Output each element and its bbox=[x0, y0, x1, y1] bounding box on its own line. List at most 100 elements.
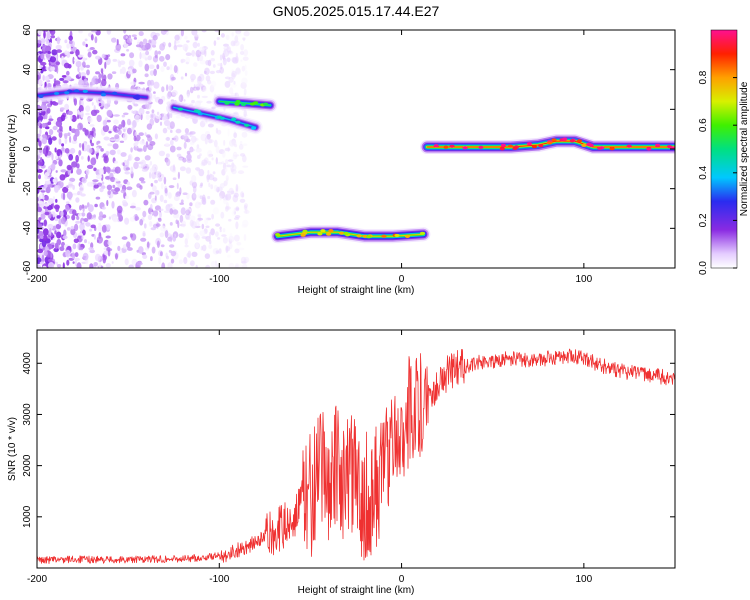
noise-speck bbox=[196, 219, 199, 225]
snr-y-tick-label: 4000 bbox=[22, 352, 33, 375]
noise-speck bbox=[98, 73, 102, 79]
noise-speck bbox=[66, 70, 70, 76]
noise-speck bbox=[69, 177, 76, 182]
noise-speck bbox=[162, 127, 168, 134]
noise-speck bbox=[85, 64, 90, 69]
noise-speck bbox=[184, 128, 189, 134]
noise-speck bbox=[68, 40, 73, 44]
noise-speck bbox=[79, 223, 85, 231]
noise-speck bbox=[149, 167, 157, 173]
noise-speck bbox=[229, 50, 232, 54]
noise-speck bbox=[66, 164, 73, 171]
noise-speck bbox=[150, 227, 156, 231]
noise-speck bbox=[82, 41, 86, 46]
noise-speck bbox=[113, 119, 119, 125]
noise-speck bbox=[67, 110, 73, 116]
noise-speck bbox=[57, 100, 63, 105]
noise-speck bbox=[245, 206, 248, 214]
noise-speck bbox=[96, 174, 103, 180]
noise-speck bbox=[173, 65, 178, 74]
noise-speck bbox=[229, 139, 236, 147]
noise-speck bbox=[172, 177, 177, 180]
noise-speck bbox=[241, 223, 248, 228]
noise-speck bbox=[182, 192, 188, 195]
noise-speck bbox=[191, 181, 198, 189]
noise-speck bbox=[124, 195, 129, 200]
noise-speck bbox=[236, 241, 242, 246]
noise-speck bbox=[149, 79, 155, 86]
colorbar-tick-label: 0.4 bbox=[698, 165, 709, 179]
noise-speck bbox=[140, 237, 147, 242]
noise-speck bbox=[89, 139, 92, 144]
noise-speck bbox=[70, 115, 73, 120]
track-peak bbox=[531, 145, 538, 149]
noise-speck bbox=[159, 211, 162, 218]
noise-speck bbox=[183, 256, 188, 265]
noise-speck bbox=[165, 153, 170, 158]
noise-speck bbox=[37, 188, 40, 194]
noise-speck bbox=[215, 157, 218, 165]
noise-speck bbox=[148, 192, 152, 200]
noise-speck bbox=[37, 155, 41, 160]
noise-speck bbox=[179, 214, 184, 223]
noise-speck bbox=[235, 221, 239, 230]
noise-speck bbox=[38, 115, 44, 121]
noise-speck bbox=[98, 168, 105, 175]
noise-speck bbox=[172, 164, 176, 172]
noise-speck bbox=[101, 224, 107, 233]
noise-speck bbox=[227, 128, 230, 137]
noise-speck bbox=[106, 184, 113, 191]
noise-speck bbox=[48, 262, 55, 268]
track-peak bbox=[74, 89, 80, 93]
noise-speck bbox=[55, 261, 58, 265]
noise-speck bbox=[148, 221, 153, 227]
noise-speck bbox=[168, 203, 173, 207]
noise-speck bbox=[53, 247, 59, 253]
noise-speck bbox=[53, 64, 58, 73]
noise-speck bbox=[224, 147, 231, 152]
noise-speck bbox=[195, 49, 202, 58]
noise-speck bbox=[177, 171, 180, 180]
track-peak bbox=[216, 115, 223, 119]
noise-speck bbox=[235, 185, 242, 192]
noise-speck bbox=[176, 44, 183, 48]
noise-speck bbox=[144, 223, 147, 229]
noise-speck bbox=[164, 210, 171, 213]
noise-speck bbox=[63, 62, 70, 69]
noise-speck bbox=[243, 233, 247, 242]
noise-speck bbox=[191, 175, 197, 183]
noise-speck bbox=[74, 252, 79, 258]
noise-speck bbox=[239, 140, 243, 146]
noise-speck bbox=[203, 70, 207, 75]
noise-speck bbox=[45, 146, 49, 154]
spectrogram-y-tick-label: 0 bbox=[22, 146, 33, 152]
noise-speck bbox=[224, 80, 231, 88]
noise-speck bbox=[132, 110, 139, 115]
noise-speck bbox=[94, 109, 100, 114]
noise-speck bbox=[77, 54, 84, 58]
noise-speck bbox=[45, 186, 51, 194]
noise-speck bbox=[45, 113, 48, 120]
noise-speck bbox=[52, 102, 59, 106]
track-peak bbox=[646, 147, 652, 151]
noise-speck bbox=[145, 247, 149, 251]
noise-speck bbox=[243, 114, 248, 117]
noise-speck bbox=[132, 120, 137, 128]
noise-speck bbox=[180, 199, 184, 204]
noise-speck bbox=[185, 167, 192, 174]
noise-speck bbox=[112, 143, 119, 150]
track-peak bbox=[443, 145, 449, 149]
noise-speck bbox=[85, 173, 88, 180]
noise-speck bbox=[157, 217, 162, 221]
noise-speck bbox=[156, 111, 160, 115]
noise-speck bbox=[37, 223, 43, 227]
noise-speck bbox=[168, 192, 172, 199]
noise-speck bbox=[228, 187, 234, 195]
noise-speck bbox=[195, 86, 200, 91]
noise-speck bbox=[129, 216, 136, 222]
heatmap-feature-3 bbox=[212, 94, 278, 113]
noise-speck bbox=[133, 135, 137, 142]
noise-speck bbox=[60, 114, 66, 122]
noise-speck bbox=[197, 217, 204, 221]
noise-speck bbox=[162, 115, 169, 120]
